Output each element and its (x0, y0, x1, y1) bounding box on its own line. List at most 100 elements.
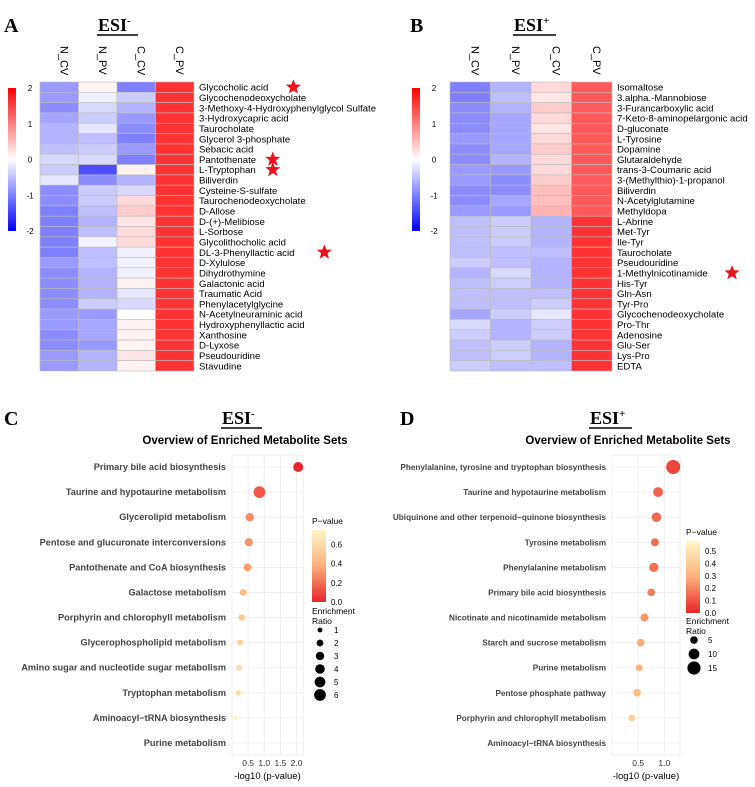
scale-tick-label: 2 (432, 84, 437, 93)
heatmap-cell (78, 164, 118, 176)
pvalue-tick-label: 0.3 (705, 572, 717, 581)
heatmap-cell (530, 308, 572, 320)
heatmap-column-label: C_PV (173, 46, 185, 75)
heatmap-row-label: Met-Tyr (617, 227, 650, 238)
pvalue-color-bar (686, 541, 700, 613)
heatmap-row-label: Isomaltose (617, 83, 663, 94)
heatmap-cell (39, 102, 79, 114)
ratio-legend-circle (315, 651, 325, 661)
pathway-label: Primary bile acid biosynthesis (488, 588, 606, 597)
ratio-legend-circle (690, 636, 698, 644)
x-tick-label: 1.0 (258, 758, 270, 768)
pathway-label: Phenylalanine, tyrosine and tryptophan b… (400, 463, 606, 472)
heatmap-cell (39, 288, 79, 300)
heatmap-cell (116, 277, 156, 289)
heatmap-cell (571, 329, 613, 341)
heatmap-cell (39, 112, 79, 124)
heatmap-cell (39, 257, 79, 269)
heatmap-cell (490, 133, 532, 145)
heatmap-row-label: Lys-Pro (617, 351, 650, 362)
heatmap-row-label: Taurochenodeoxycholate (199, 196, 306, 207)
heatmap-row-label: L-Abrine (617, 217, 653, 228)
heatmap-cell (78, 102, 118, 114)
heatmap-cell (155, 350, 195, 361)
data-point (237, 639, 244, 646)
plot-panel (231, 454, 304, 756)
heatmap-cell (39, 205, 79, 217)
legend-title-ratio: Enrichment (686, 616, 730, 626)
heatmap-cell (78, 360, 118, 372)
heatmap-cell (116, 102, 156, 114)
heatmap-cell (490, 174, 532, 186)
heatmap-cell (116, 298, 156, 310)
heatmap-row-label: Stavudine (199, 361, 242, 372)
header-d-text: ESI (590, 408, 619, 428)
heatmap-cell (490, 112, 532, 124)
ratio-legend-circle (688, 648, 700, 660)
pathway-label: Ubiquinone and other terpenoid−quinone b… (393, 513, 607, 522)
x-axis-label: -log10 (p-value) (234, 771, 301, 782)
heatmap-row-label: N-Acetylneuraminic acid (199, 310, 302, 321)
heatmap-row-label: Methyldopa (617, 207, 667, 218)
header-c-text: ESI (222, 408, 251, 428)
data-point (239, 588, 247, 596)
heatmap-cell (490, 350, 532, 361)
heatmap-cell (571, 81, 613, 93)
heatmap-column-label: N_PV (509, 46, 521, 75)
heatmap-cell (78, 236, 118, 248)
heatmap-cell (490, 329, 532, 341)
svg-text:ESI+: ESI+ (590, 408, 625, 428)
heatmap-row-label: Glycolithocholic acid (199, 237, 286, 248)
panel-label-c: C (4, 408, 18, 430)
heatmap-cell (78, 81, 118, 93)
heatmap-cell (571, 308, 613, 320)
heatmap-cell (78, 205, 118, 217)
heatmap-cell (530, 92, 572, 103)
scale-tick-label: 1 (28, 120, 33, 129)
heatmap-cell (571, 267, 613, 279)
heatmap-cell (116, 112, 156, 124)
pathway-label: Pentose phosphate pathway (495, 689, 606, 698)
heatmap-color-scale (412, 88, 420, 231)
heatmap-cell (490, 360, 532, 372)
heatmap-cell (530, 81, 572, 93)
heatmap-cell (571, 122, 613, 134)
heatmap-column-label: N_CV (468, 46, 480, 76)
heatmap-cell (530, 174, 572, 186)
pathway-label: Purine metabolism (144, 738, 226, 748)
heatmap-row-label: D-gluconate (617, 124, 669, 135)
heatmap-b: N_CV N_PV C_CV C_PV Isomaltose3.alpha.-Manno… (412, 46, 748, 372)
heatmap-row-label: Adenosine (617, 330, 662, 341)
heatmap-cell (155, 143, 195, 155)
heatmap-cell (78, 339, 118, 351)
heatmap-row-label: L-Tryptophan (199, 165, 256, 176)
heatmap-cell (155, 164, 195, 176)
ratio-tick-label: 15 (708, 664, 717, 673)
heatmap-cell (155, 195, 195, 207)
pathway-label: Pantothenate and CoA biosynthesis (69, 562, 226, 572)
heatmap-cell (449, 205, 491, 217)
scale-tick-label: -1 (26, 191, 34, 200)
data-point (636, 638, 645, 647)
header-a: ESI- (97, 15, 138, 36)
heatmap-cell (116, 257, 156, 269)
heatmap-cell (449, 92, 491, 103)
heatmap-cell (155, 102, 195, 114)
scale-tick-label: -2 (26, 227, 34, 236)
heatmap-cell (116, 236, 156, 248)
heatmap-cell (449, 257, 491, 269)
ratio-legend-circle (687, 661, 701, 675)
data-point (244, 538, 253, 547)
heatmap-cell (530, 143, 572, 155)
data-point (253, 486, 266, 498)
heatmap-cell (78, 308, 118, 320)
pathway-label: Tryptophan metabolism (122, 688, 226, 698)
heatmap-cell (490, 319, 532, 331)
pvalue-color-bar (312, 530, 326, 602)
heatmap-row-label: Glycochenodeoxycholate (199, 93, 306, 104)
heatmap-row-label: Pseudouridine (617, 258, 678, 269)
heatmap-cell (39, 153, 79, 165)
heatmap-cell (490, 298, 532, 310)
data-point (235, 689, 242, 696)
